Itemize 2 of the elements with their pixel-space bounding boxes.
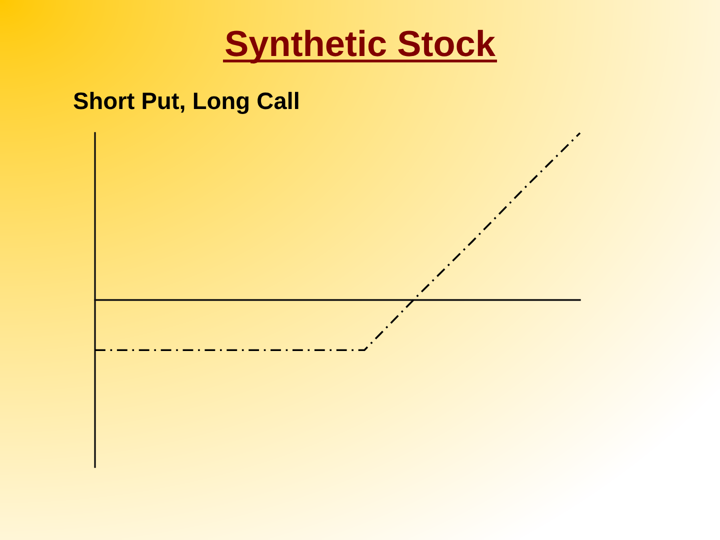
chart-subtitle: Short Put, Long Call (74, 92, 298, 114)
chart-title: Synthetic Stock (226, 30, 496, 64)
